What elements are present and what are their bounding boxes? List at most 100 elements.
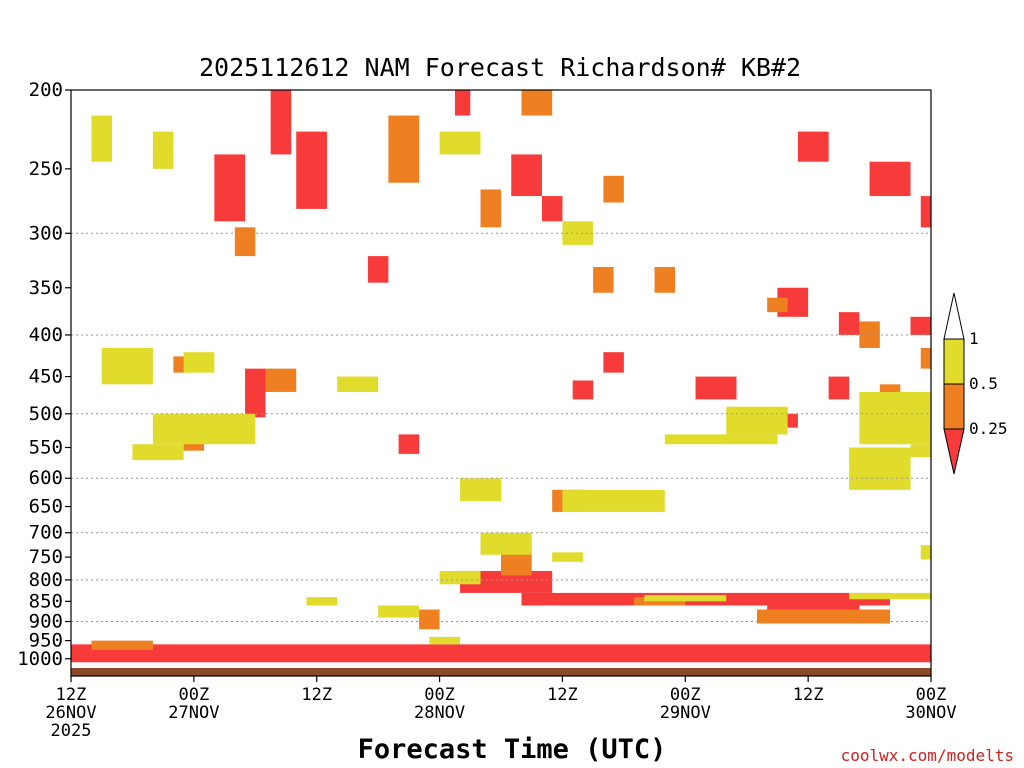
heatmap-cell [152,131,174,169]
heatmap-cell [910,316,931,335]
y-tick-label: 450 [29,366,63,388]
legend: 1 0.5 0.25 [943,292,1008,475]
y-tick-label: 500 [29,403,63,425]
heatmap-cell [593,266,614,293]
x-tick-label: 12Z [547,685,578,705]
heatmap-cell [920,347,931,369]
chart-title: 2025112612 NAM Forecast Richardson# KB#2 [199,53,801,82]
heatmap-cell [306,597,338,606]
x-tick-label: 00Z [670,685,701,705]
y-tick-label: 850 [29,590,63,612]
heatmap-cell [398,434,420,454]
legend-label: 1 [969,329,979,348]
heatmap-cell [756,609,891,624]
heatmap-cell [849,592,931,600]
x-tick-date: 29NOV [660,703,711,723]
y-axis: 200 250 300 350 400 450 500 550 600 650 7007508008… [17,79,71,670]
heatmap-cell [767,297,788,313]
heatmap-cell [828,376,850,400]
heatmap-cell [552,552,583,562]
heatmap-cell [521,90,553,116]
heatmap-cell [480,532,532,555]
legend-label: 0.25 [969,419,1008,438]
heatmap-cell [859,391,931,445]
heatmap-cell [920,196,931,228]
heatmap-cell [296,131,327,209]
y-tick-label: 700 [29,522,63,544]
heatmap-cell [234,227,256,257]
heatmap-cell [767,603,860,612]
x-tick-label: 00Z [916,685,947,705]
heatmap-cell [644,595,727,602]
heatmap-cell [91,115,112,162]
series-1 [91,90,931,650]
heatmap-cell [91,640,153,650]
y-tick-label: 300 [29,222,63,244]
x-tick-label: 12Z [56,685,87,705]
heatmap-cell [367,256,389,283]
y-tick-label: 1000 [17,648,63,670]
heatmap-cells [71,90,931,676]
legend-arrow-top [943,292,965,340]
heatmap-cell [71,644,931,663]
heatmap-cell [603,175,624,203]
legend-label: 0.5 [969,374,998,393]
heatmap-cell [439,131,481,155]
heatmap-cell [214,154,246,222]
heatmap-cell [664,434,778,445]
legend-arrow-bottom [943,428,965,475]
heatmap-cell [152,413,256,445]
heatmap-cell [797,131,829,162]
x-tick-year: 2025 [51,721,92,741]
heatmap-cell [265,368,297,392]
y-tick-label: 950 [29,630,63,652]
heatmap-cell [245,368,266,418]
y-tick-label: 350 [29,277,63,299]
heatmap-cell [419,609,440,630]
heatmap-cell [920,545,931,560]
heatmap-cell [572,380,594,400]
plot-frame [70,89,932,677]
heatmap-cell [562,489,665,512]
heatmap-cell [654,266,676,293]
heatmap-cell [460,570,553,593]
heatmap-cell [695,376,737,400]
y-tick-label: 600 [29,467,63,489]
y-tick-label: 400 [29,324,63,346]
x-tick-date: 27NOV [168,703,219,723]
x-tick-date: 30NOV [905,703,956,723]
heatmap-cell [726,406,788,435]
y-tick-label: 200 [29,79,63,101]
x-tick-label: 12Z [793,685,824,705]
heatmap-cell [511,154,542,197]
series-0 [71,90,931,663]
legend-swatch [943,338,965,385]
heatmap-cell [101,347,153,385]
x-tick-label: 00Z [424,685,455,705]
heatmap-cell [439,570,481,585]
heatmap-cell [388,115,420,183]
credit-link[interactable]: coolwx.com/modelts [841,746,1014,765]
y-tick-label: 750 [29,546,63,568]
y-tick-label: 900 [29,611,63,633]
x-tick-label: 00Z [178,685,209,705]
y-tick-label: 800 [29,569,63,591]
y-tick-label: 250 [29,158,63,180]
heatmap-cell [378,605,420,618]
heatmap-cell [132,444,184,461]
heatmap-cell [541,196,563,222]
heatmap-cell [838,312,860,335]
heatmap-cell [603,352,624,373]
heatmap-cell [183,352,215,373]
gridlines [71,232,931,623]
y-tick-label: 550 [29,436,63,458]
x-tick-label: 12Z [301,685,332,705]
heatmap-cell [480,189,501,228]
x-axis-label: Forecast Time (UTC) [358,734,667,765]
heatmap-cell [429,636,461,645]
heatmap-cell [337,376,379,392]
heatmap-cell [859,321,880,348]
surface-strip [71,668,931,676]
